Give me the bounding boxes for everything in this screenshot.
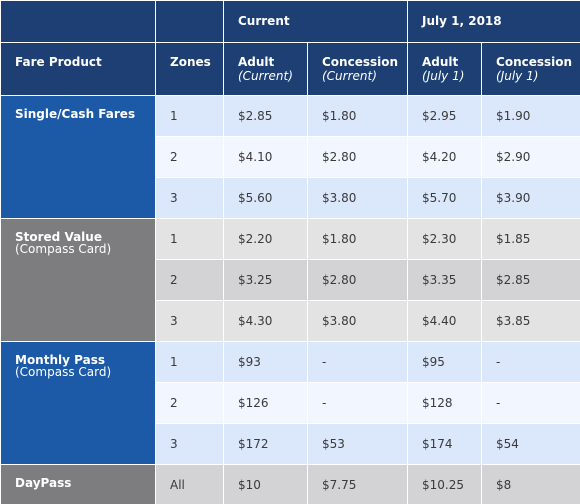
price-cell: -	[306, 341, 409, 383]
header-concession-july: Concession (July 1)	[481, 42, 580, 96]
header-col-sub: (July 1)	[496, 69, 539, 83]
price-cell: $3.85	[481, 300, 580, 342]
header-col-title: Adult	[238, 55, 275, 69]
zone-cell: 1	[155, 95, 224, 137]
price-cell: $4.30	[223, 300, 308, 342]
price-cell: $128	[407, 382, 483, 424]
price-cell: $7.75	[306, 464, 409, 504]
price-cell: $3.25	[223, 259, 308, 301]
price-cell: $2.85	[223, 95, 308, 137]
price-cell: $2.80	[306, 259, 409, 301]
price-cell: $4.20	[407, 136, 483, 178]
header-july-2018: July 1, 2018	[407, 0, 580, 43]
table-row: 2 $3.25 $2.80 $3.35 $2.85	[1, 259, 580, 301]
product-daypass: DayPass	[0, 464, 156, 504]
price-cell: $174	[407, 423, 483, 465]
header-blank-cell	[0, 0, 156, 43]
header-concession-current: Concession (Current)	[306, 42, 409, 96]
product-sub: (Compass Card)	[15, 365, 112, 379]
price-cell: $8	[481, 464, 580, 504]
price-cell: -	[306, 382, 409, 424]
header-col-title: Concession	[322, 55, 399, 69]
price-cell: $1.85	[481, 218, 580, 260]
header-columns-row: Fare Product Zones Adult (Current) Conce…	[0, 42, 580, 96]
price-cell: $53	[306, 423, 409, 465]
table-row: Monthly Pass (Compass Card) 1 $93 - $95 …	[0, 341, 580, 465]
product-name: Monthly Pass	[15, 353, 105, 367]
table-row: DayPass All $10 $7.75 $10.25 $8	[0, 464, 580, 504]
price-cell: $5.70	[407, 177, 483, 219]
price-cell: $3.35	[407, 259, 483, 301]
price-cell: $95	[407, 341, 483, 383]
header-group-row: Current July 1, 2018	[0, 0, 580, 43]
price-cell: $2.30	[407, 218, 483, 260]
price-cell: $54	[481, 423, 580, 465]
zone-cell: 3	[155, 177, 224, 219]
price-cell: $1.80	[306, 218, 409, 260]
price-cell: $3.80	[306, 177, 409, 219]
header-col-sub: (Current)	[322, 69, 377, 83]
price-cell: $1.80	[306, 95, 409, 137]
price-cell: $2.80	[306, 136, 409, 178]
table-row: 3 $172 $53 $174 $54	[1, 423, 580, 465]
price-cell: $3.80	[306, 300, 409, 342]
table-row: 2 $126 - $128 -	[1, 382, 580, 424]
price-cell: $4.10	[223, 136, 308, 178]
price-cell: $1.90	[481, 95, 580, 137]
price-cell: -	[481, 341, 580, 383]
table-row: Stored Value (Compass Card) 1 $2.20 $1.8…	[0, 218, 580, 342]
price-cell: $5.60	[223, 177, 308, 219]
price-cell: $2.90	[481, 136, 580, 178]
table-row: 2 $4.10 $2.80 $4.20 $2.90	[1, 136, 580, 178]
product-name: Stored Value	[15, 230, 102, 244]
header-adult-current: Adult (Current)	[223, 42, 308, 96]
price-cell: $10.25	[407, 464, 483, 504]
header-adult-july: Adult (July 1)	[407, 42, 483, 96]
price-cell: $4.40	[407, 300, 483, 342]
price-cell: $126	[223, 382, 308, 424]
zone-cell: 3	[155, 300, 224, 342]
header-col-sub: (July 1)	[422, 69, 465, 83]
table-row: 3 $5.60 $3.80 $5.70 $3.90	[1, 177, 580, 219]
header-zones: Zones	[155, 42, 224, 96]
product-stored-value: Stored Value (Compass Card)	[0, 218, 156, 342]
zone-cell: 2	[155, 136, 224, 178]
price-cell: $3.90	[481, 177, 580, 219]
zone-cell: 2	[155, 259, 224, 301]
product-sub: (Compass Card)	[15, 242, 112, 256]
header-current: Current	[222, 0, 409, 43]
product-monthly-pass: Monthly Pass (Compass Card)	[0, 341, 156, 465]
product-name: DayPass	[15, 476, 72, 490]
price-cell: $10	[223, 464, 308, 504]
price-cell: $2.20	[223, 218, 308, 260]
header-col-title: Adult	[422, 55, 459, 69]
price-cell: $172	[223, 423, 308, 465]
zone-cell: 1	[155, 218, 224, 260]
zone-cell: 3	[155, 423, 224, 465]
header-blank-cell	[155, 0, 224, 43]
header-col-sub: (Current)	[238, 69, 293, 83]
product-name: Single/Cash Fares	[15, 107, 136, 121]
zone-cell: 2	[155, 382, 224, 424]
price-cell: $2.85	[481, 259, 580, 301]
header-col-title: Concession	[496, 55, 573, 69]
price-cell: $93	[223, 341, 308, 383]
zone-cell: 1	[155, 341, 224, 383]
zone-cell: All	[155, 464, 224, 504]
header-fare-product: Fare Product	[0, 42, 156, 96]
table-row: Single/Cash Fares 1 $2.85 $1.80 $2.95 $1…	[0, 95, 580, 219]
price-cell: $2.95	[407, 95, 483, 137]
product-single-cash: Single/Cash Fares	[0, 95, 156, 219]
price-cell: -	[481, 382, 580, 424]
table-row: 3 $4.30 $3.80 $4.40 $3.85	[1, 300, 580, 342]
